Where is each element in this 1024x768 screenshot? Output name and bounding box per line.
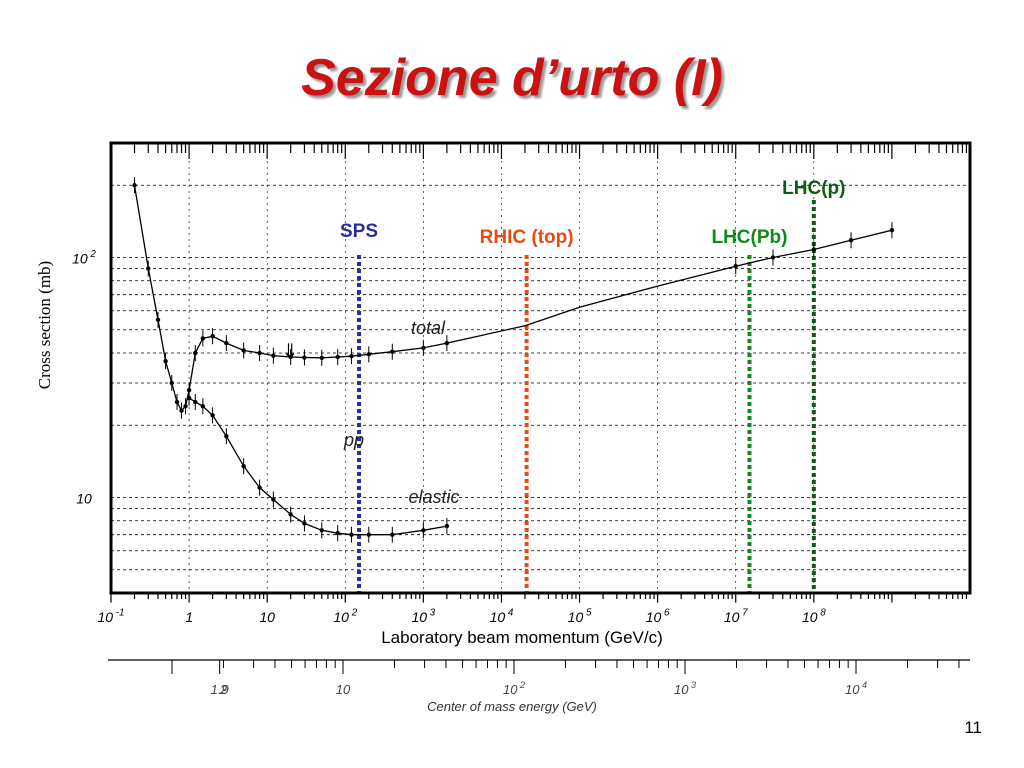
cm-tick-label: 10 xyxy=(336,682,351,697)
data-point xyxy=(257,485,262,490)
plot-border xyxy=(109,141,972,595)
page-number: 11 xyxy=(964,718,982,737)
data-point xyxy=(366,352,371,357)
data-point xyxy=(224,434,229,439)
data-point xyxy=(444,340,450,346)
data-point xyxy=(174,399,180,405)
data-point xyxy=(848,238,854,243)
data-point xyxy=(241,348,246,353)
curve-label-pp: pp xyxy=(343,430,364,450)
data-point xyxy=(132,183,137,188)
data-series xyxy=(132,177,895,543)
grid-lines xyxy=(110,142,970,594)
center-of-mass-axis: 1.92 10 10 2 10 3 10 4 Center of mass energy … xyxy=(108,659,970,714)
data-point xyxy=(200,404,206,409)
marker-label: SPS xyxy=(340,221,378,242)
data-point xyxy=(335,354,340,360)
data-point xyxy=(302,355,307,360)
marker-label: RHIC (top) xyxy=(480,227,574,248)
data-point xyxy=(889,227,895,233)
axis-ticks xyxy=(110,143,968,603)
data-point xyxy=(335,530,340,536)
data-point xyxy=(210,413,215,418)
data-point xyxy=(271,353,276,358)
data-point xyxy=(349,532,354,537)
data-point xyxy=(200,336,206,341)
x-tick-label: 10 2 xyxy=(333,608,357,625)
data-point xyxy=(271,497,276,502)
data-point xyxy=(241,464,246,469)
x-tick-label: 10 4 xyxy=(490,608,514,625)
data-point xyxy=(186,395,192,401)
y-tick-label: 10 xyxy=(76,490,92,506)
curve-label-total: total xyxy=(411,318,446,338)
cm-tick-label: 10 2 xyxy=(503,680,525,697)
data-point xyxy=(288,512,293,517)
data-point xyxy=(319,528,324,533)
data-point xyxy=(421,345,426,351)
data-point xyxy=(733,263,738,269)
accelerator-markers: SPS RHIC (top) LHC(Pb) LHC(p) xyxy=(340,178,845,593)
data-point xyxy=(155,317,161,323)
curve-label-elastic: elastic xyxy=(408,487,459,507)
data-point xyxy=(288,354,293,360)
data-point xyxy=(257,350,262,356)
data-point xyxy=(302,521,307,526)
x-tick-label: 10 xyxy=(259,609,275,625)
data-point xyxy=(146,266,151,271)
data-point xyxy=(183,404,188,409)
data-point xyxy=(349,353,354,359)
x-tick-label: 1 xyxy=(185,609,193,625)
plot-frame xyxy=(109,141,972,595)
marker-label: LHC(p) xyxy=(782,178,845,199)
data-point xyxy=(366,532,371,537)
x-tick-label: 10 -1 xyxy=(97,608,124,625)
cm-tick-label: 10 3 xyxy=(674,680,696,697)
y-axis-label: Cross section (mb) xyxy=(35,261,54,389)
data-point xyxy=(193,350,198,356)
x-axis-label: Laboratory beam momentum (GeV/c) xyxy=(381,628,663,647)
data-point xyxy=(169,380,174,386)
y-tick-label: 10 2 xyxy=(72,249,96,266)
slide-title: Sezione d’urto (I) xyxy=(301,49,723,107)
data-point xyxy=(811,247,817,252)
data-point xyxy=(444,523,450,529)
data-point xyxy=(193,399,198,405)
series-line xyxy=(133,185,893,412)
x-tick-label: 10 5 xyxy=(568,608,592,625)
x-tick-label: 10 3 xyxy=(411,608,435,625)
cm-tick-label: 1.9 xyxy=(211,682,229,697)
data-point xyxy=(770,255,776,260)
x-tick-label: 10 8 xyxy=(802,608,826,625)
data-point xyxy=(390,349,395,354)
data-point xyxy=(319,355,324,361)
cm-tick-label: 10 4 xyxy=(845,680,867,697)
data-point xyxy=(210,333,215,339)
cm-tick-label: 2 xyxy=(219,682,228,697)
data-point xyxy=(390,532,395,537)
x-tick-label: 10 6 xyxy=(646,608,670,625)
x-tick-label: 10 7 xyxy=(724,608,748,625)
chart-text: 10 2 10 10 -1 1 10 10 2 10 3 10 4 10 5 10 6 10 7 10… xyxy=(35,249,826,647)
arrow-annotation: ⇓ xyxy=(282,339,299,363)
series-line xyxy=(188,397,448,536)
data-point xyxy=(421,528,426,533)
data-point xyxy=(224,340,229,346)
data-point xyxy=(163,358,168,364)
data-point xyxy=(179,408,184,413)
cm-axis-label: Center of mass energy (GeV) xyxy=(427,699,597,714)
marker-label: LHC(Pb) xyxy=(711,227,787,248)
